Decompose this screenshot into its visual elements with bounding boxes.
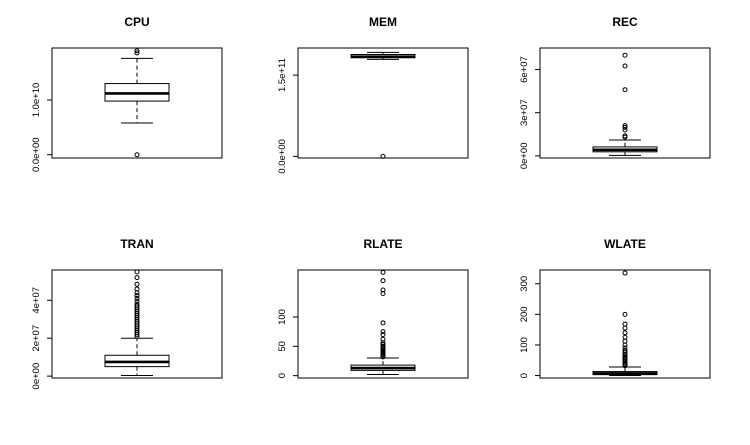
y-tick-label-rec-1: 3e+07 [519,99,530,126]
outlier-point-rec-7 [623,53,627,57]
panel-rlate: RLATE 0 50 100 [277,237,468,378]
y-tick-label-cpu-0: 0.0e+00 [31,137,42,172]
outlier-point-cpu-0 [135,153,139,157]
outlier-point-rlate-18 [381,279,385,283]
outlier-point-tran-24 [135,276,139,280]
y-tick-label-wlate-0: 0 [519,373,530,378]
y-tick-label-cpu-1: 1.0e+10 [31,83,42,118]
y-tick-label-mem-0: 0.0e+00 [277,139,288,174]
y-tick-label-tran-1: 2e+07 [31,325,42,352]
y-tick-label-wlate-2: 200 [519,306,530,322]
y-tick-label-wlate-1: 100 [519,337,530,353]
y-tick-label-rlate-1: 50 [277,341,288,352]
outlier-point-rlate-19 [381,270,385,274]
plot-title-rlate: RLATE [363,237,402,251]
plot-frame-mem [298,48,468,158]
y-tick-label-rec-0: 0e+00 [519,142,530,169]
outlier-point-rec-6 [623,64,627,68]
plot-title-cpu: CPU [124,15,149,29]
outlier-point-wlate-20 [623,271,627,275]
y-tick-label-mem-1: 1.5e+11 [277,58,288,92]
outlier-point-wlate-16 [623,331,627,335]
outlier-point-tran-23 [135,282,139,286]
plot-title-rec: REC [612,15,638,29]
y-tick-label-rlate-2: 100 [277,309,288,325]
outlier-point-wlate-18 [623,322,627,326]
y-tick-label-wlate-3: 300 [519,276,530,292]
panel-tran: TRAN 0e+00 2e+07 4e+07 [31,237,222,389]
y-tick-label-tran-0: 0e+00 [31,363,42,390]
outlier-point-wlate-15 [623,335,627,339]
plot-title-wlate: WLATE [604,237,646,251]
plot-title-mem: MEM [369,15,397,29]
y-tick-label-rlate-0: 0 [277,373,288,378]
plot-title-tran: TRAN [120,237,153,251]
y-tick-label-tran-2: 4e+07 [31,287,42,314]
panel-mem: MEM 0.0e+00 1.5e+11 [277,15,468,174]
outlier-point-wlate-19 [623,312,627,316]
outlier-point-wlate-17 [623,326,627,330]
plot-frame-rec [540,48,710,158]
panel-rec: REC 0e+00 3e+07 6e+07 [519,15,710,169]
y-tick-label-rec-2: 6e+07 [519,56,530,83]
outlier-point-rlate-15 [381,321,385,325]
panel-cpu: CPU 0.0e+00 1.0e+10 [31,15,222,172]
outlier-point-rec-5 [623,88,627,92]
panel-wlate: WLATE 0 100 200 300 [519,237,710,378]
